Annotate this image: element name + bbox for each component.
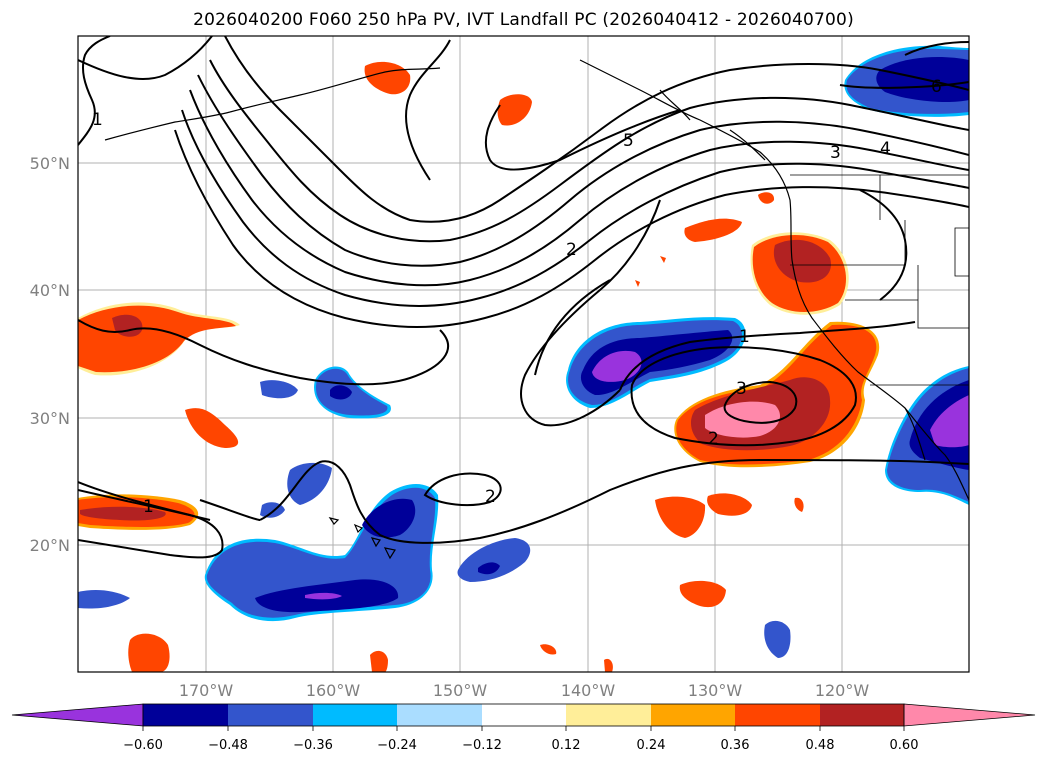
ivt-positive-anomalies [78, 61, 880, 672]
contour-label: 1 [739, 327, 750, 347]
lon-label: 120°W [815, 681, 870, 700]
contour-label: 2 [485, 487, 496, 507]
colorbar-tick-label: −0.48 [208, 738, 248, 753]
lon-label: 140°W [561, 681, 616, 700]
contour-label: 3 [736, 379, 747, 399]
colorbar-swatch [735, 704, 820, 726]
colorbar-tick-label: 0.24 [637, 738, 666, 753]
colorbar-swatch [820, 704, 904, 726]
colorbar-swatch [482, 704, 566, 726]
lat-label: 50°N [30, 154, 70, 173]
lon-label: 170°W [179, 681, 234, 700]
contour-label: 6 [931, 77, 942, 97]
colorbar-swatch [397, 704, 482, 726]
contour-label: 1 [143, 497, 154, 517]
colorbar-swatch [651, 704, 735, 726]
colorbar-min-extension [11, 703, 144, 727]
gridlines [78, 36, 969, 672]
pv-contours [78, 36, 969, 559]
contour-label: 2 [566, 240, 577, 260]
colorbar-tick-label: −0.24 [377, 738, 417, 753]
colorbar-tick-label: −0.36 [293, 738, 333, 753]
contour-label: 5 [623, 131, 634, 151]
colorbar: −0.60 −0.48 −0.36 −0.24 −0.12 0.12 0.24 … [11, 703, 1036, 753]
lat-label: 40°N [30, 281, 70, 300]
contour-label: 1 [92, 110, 103, 130]
map-frame [77, 35, 970, 673]
colorbar-swatch [228, 704, 313, 726]
longitude-labels: 170°W 160°W 150°W 140°W 130°W 120°W [179, 681, 870, 700]
colorbar-tick-label: −0.60 [123, 738, 163, 753]
latitude-labels: 50°N 40°N 30°N 20°N [30, 154, 70, 555]
lat-label: 30°N [30, 409, 70, 428]
lon-label: 130°W [688, 681, 743, 700]
contour-label: 3 [830, 143, 841, 163]
map-title: 2026040200 F060 250 hPa PV, IVT Landfall… [193, 10, 854, 30]
colorbar-tick-label: 0.12 [552, 738, 581, 753]
colorbar-swatch [143, 704, 228, 726]
colorbar-swatch [566, 704, 651, 726]
pv-contour-labels: 1 5 3 4 6 2 1 3 2 2 1 [92, 77, 942, 517]
lon-label: 160°W [306, 681, 361, 700]
colorbar-tick-label: 0.60 [890, 738, 919, 753]
lon-label: 150°W [433, 681, 488, 700]
contour-label: 2 [708, 429, 719, 449]
lat-label: 20°N [30, 536, 70, 555]
colorbar-max-extension [903, 703, 1036, 727]
coastlines [104, 59, 969, 560]
colorbar-tick-label: 0.48 [806, 738, 835, 753]
colorbar-swatch [313, 704, 397, 726]
contour-label: 4 [880, 139, 891, 159]
colorbar-tick-label: 0.36 [721, 738, 750, 753]
colorbar-tick-label: −0.12 [462, 738, 502, 753]
